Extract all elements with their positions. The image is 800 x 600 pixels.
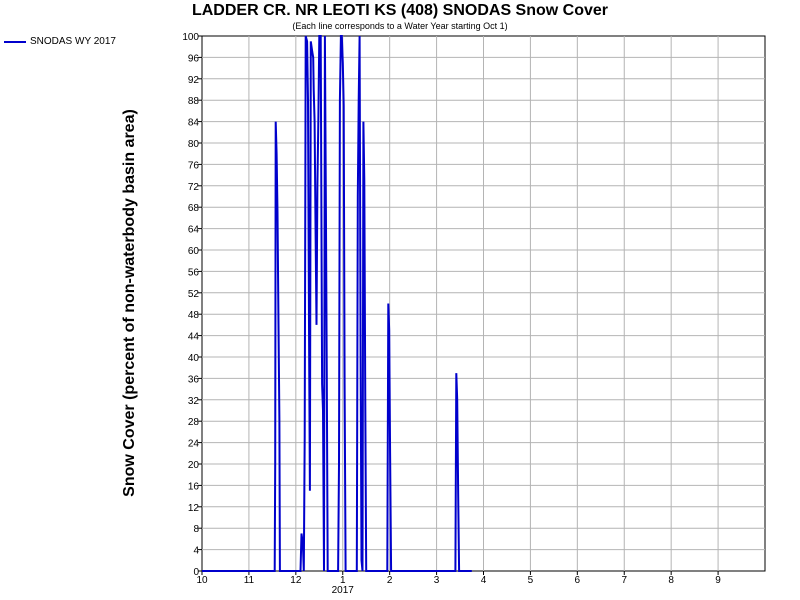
y-tick-label: 64 [188,225,200,236]
y-tick-label: 96 [188,53,200,64]
y-tick-label: 92 [188,75,200,86]
x-tick-label: 8 [668,575,674,586]
y-tick-label: 60 [188,246,200,257]
legend-label: SNODAS WY 2017 [30,36,116,47]
y-tick-label: 100 [182,32,199,43]
y-tick-label: 0 [193,567,199,578]
series-line-0 [202,35,472,572]
y-tick-label: 44 [188,332,200,343]
y-tick-label: 76 [188,160,200,171]
y-tick-label: 8 [193,524,199,535]
series-group [202,35,472,572]
y-tick-label: 84 [188,118,200,129]
grid-lines [202,36,765,571]
x-tick-label: 7 [621,575,627,586]
x-tick-label: 9 [715,575,721,586]
y-tick-label: 24 [188,439,200,450]
y-tick-label: 28 [188,417,200,428]
x-tick-label: 2 [387,575,393,586]
y-tick-label: 56 [188,267,200,278]
x-tick-label: 4 [481,575,487,586]
x-year-label: 2017 [332,585,355,596]
y-tick-label: 52 [188,289,200,300]
x-tick-label: 12 [290,575,302,586]
y-tick-label: 40 [188,353,200,364]
x-tick-label: 10 [196,575,208,586]
y-tick-label: 72 [188,182,200,193]
y-tick-label: 36 [188,374,200,385]
y-tick-label: 80 [188,139,200,150]
x-tick-label: 1 [340,575,346,586]
y-tick-label: 20 [188,460,200,471]
x-tick-label: 3 [434,575,440,586]
y-tick-label: 12 [188,503,200,514]
y-tick-label: 68 [188,203,200,214]
x-tick-label: 5 [528,575,534,586]
y-tick-label: 48 [188,310,200,321]
y-tick-label: 4 [193,546,199,557]
chart-title: LADDER CR. NR LEOTI KS (408) SNODAS Snow… [191,2,609,19]
y-tick-label: 32 [188,396,200,407]
x-tick-label: 11 [244,575,255,586]
y-axis-ticks: 0481216202428323640444852566064687276808… [182,32,202,578]
chart-subtitle: (Each line corresponds to a Water Year s… [292,21,508,31]
x-tick-label: 6 [575,575,581,586]
legend-swatch [4,40,26,43]
legend: SNODAS WY 2017 [4,36,116,47]
y-tick-label: 16 [188,481,200,492]
y-tick-label: 88 [188,96,200,107]
